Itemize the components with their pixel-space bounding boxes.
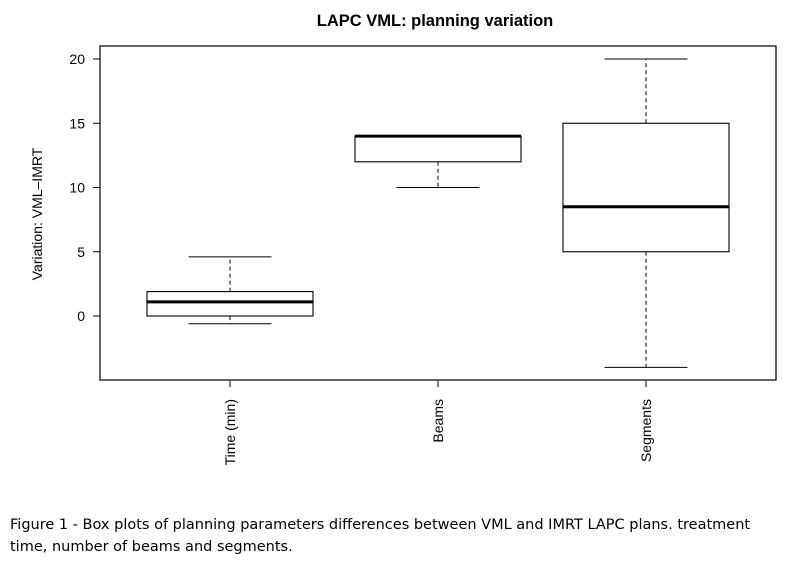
x-tick-label: Beams [430,399,446,443]
x-tick-label: Segments [638,399,654,462]
iqr-box [146,291,314,317]
plot-frame [99,45,777,381]
box-beams [354,134,522,188]
y-tick-label: 10 [69,180,85,196]
x-axis: Time (min) Beams Segments [222,379,654,465]
y-tick-label: 0 [77,308,85,324]
y-axis-label: Variation: VML–IMRT [29,147,45,280]
box-time-min [146,256,314,325]
chart-title: LAPC VML: planning variation [317,12,554,30]
boxes [146,58,730,368]
x-tick-label: Time (min) [222,399,238,465]
y-axis: 0 5 10 15 20 [69,51,101,324]
box-plot-chart: LAPC VML: planning variation Variation: … [29,12,777,465]
y-tick-label: 20 [69,51,85,67]
y-tick-label: 15 [69,115,85,131]
iqr-box [562,122,730,253]
y-tick-label: 5 [77,244,85,260]
figure-caption: Figure 1 - Box plots of planning paramet… [10,517,751,555]
box-segments [562,58,730,368]
iqr-box [354,135,522,163]
